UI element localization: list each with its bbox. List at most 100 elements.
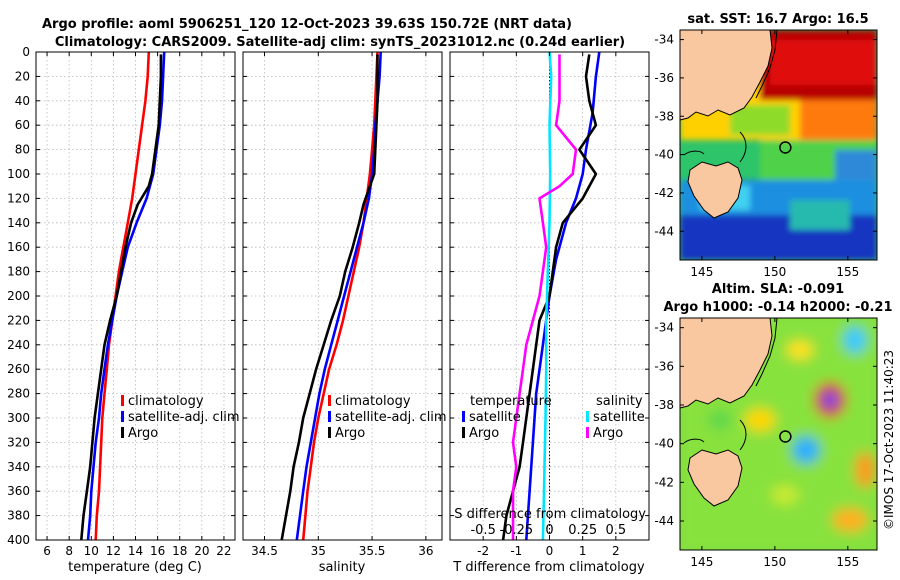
diff-legend-t-satellite-swatch bbox=[462, 411, 465, 422]
sal-legend-satellite_adj-label: satellite-adj. clim bbox=[335, 410, 447, 425]
temp-xtick-label: 12 bbox=[106, 544, 121, 558]
diff-series-s-satellite bbox=[541, 52, 553, 540]
sla-map-frame bbox=[679, 317, 878, 551]
sal-xtick-label: 35.5 bbox=[359, 544, 386, 558]
sst-lat-label: -42 bbox=[654, 186, 674, 200]
sst-lat-label: -44 bbox=[654, 224, 674, 238]
diff-xtick-label: -1 bbox=[510, 544, 522, 558]
temp-legend-climatology-label: climatology bbox=[128, 394, 204, 409]
temp-xtick-label: 14 bbox=[128, 544, 143, 558]
figure-title-line2: Climatology: CARS2009. Satellite-adj cli… bbox=[55, 35, 625, 50]
sla-lat-label: -36 bbox=[654, 359, 674, 373]
diff-legend-s-satellite-swatch bbox=[586, 411, 589, 422]
diff-legend-temperature-title: temperature bbox=[470, 394, 552, 409]
sst-map-ticks: 145 150 155 -34 -36 -38 -40 -42 -44 bbox=[654, 30, 877, 279]
sla-lat-label: -34 bbox=[654, 321, 674, 335]
sla-lon-label: 145 bbox=[690, 555, 713, 569]
sal-series-argo bbox=[280, 54, 379, 540]
diff-xtick-label: 2 bbox=[612, 544, 620, 558]
sal-series-group bbox=[280, 52, 382, 540]
sla-map bbox=[680, 318, 877, 550]
diff-legend-t-argo-swatch bbox=[462, 427, 465, 438]
figure-title-line1: Argo profile: aoml 5906251_120 12-Oct-20… bbox=[42, 17, 572, 32]
temperature-xlabel: temperature (deg C) bbox=[68, 560, 202, 575]
sal-legend-climatology-swatch bbox=[328, 395, 331, 406]
diff-salinity-tick-label: -0.25 bbox=[500, 523, 534, 538]
sla-lon-label: 150 bbox=[763, 555, 786, 569]
depth-tick-label: 180 bbox=[7, 265, 30, 279]
diff-salinity-tick-label: -0.5 bbox=[470, 523, 495, 538]
temp-legend-satellite_adj-swatch bbox=[121, 411, 124, 422]
sst-lat-label: -40 bbox=[654, 148, 674, 162]
temp-xtick-label: 8 bbox=[65, 544, 73, 558]
temp-legend-satellite_adj-label: satellite-adj. clim bbox=[128, 410, 240, 425]
temp-legend-climatology-swatch bbox=[121, 395, 124, 406]
sla-argo-location-marker bbox=[779, 430, 792, 443]
sla-lat-label: -42 bbox=[654, 475, 674, 489]
temp-legend-argo-swatch bbox=[121, 427, 124, 438]
depth-tick-label: 140 bbox=[7, 216, 30, 230]
sla-map-ticks: 145 150 155 -34 -36 -38 -40 -42 -44 bbox=[654, 318, 877, 569]
temp-xtick-label: 18 bbox=[172, 544, 187, 558]
depth-tick-label: 120 bbox=[7, 191, 30, 205]
sla-lat-label: -44 bbox=[654, 514, 674, 528]
depth-tick-label: 320 bbox=[7, 435, 30, 449]
depth-tick-label: 100 bbox=[7, 167, 30, 181]
depth-tick-label: 160 bbox=[7, 240, 30, 254]
diff-legend-t-satellite-label: satellite bbox=[469, 410, 521, 425]
temp-xtick-label: 6 bbox=[43, 544, 51, 558]
diff-legend-t-argo-label: Argo bbox=[469, 426, 499, 441]
difference-xlabel: T difference from climatology bbox=[452, 560, 645, 575]
diff-secondary-xlabel: S difference from climatology bbox=[454, 507, 646, 522]
difference-profile-panel: -2 -1 0 1 2temperaturesatelliteArgosalinitys… bbox=[449, 51, 650, 558]
depth-tick-label: 240 bbox=[7, 338, 30, 352]
sal-xtick-label: 36 bbox=[418, 544, 433, 558]
sla-map-title-line1: Altim. SLA: -0.091 bbox=[712, 282, 844, 297]
salinity-xlabel: salinity bbox=[319, 560, 366, 575]
temp-xtick-label: 10 bbox=[84, 544, 99, 558]
sla-map-title-line2: Argo h1000: -0.14 h2000: -0.21 bbox=[663, 300, 892, 315]
depth-tick-label: 380 bbox=[7, 509, 30, 523]
sst-lat-label: -38 bbox=[654, 109, 674, 123]
depth-tick-label: 360 bbox=[7, 484, 30, 498]
sal-legend-argo-label: Argo bbox=[335, 426, 365, 441]
depth-tick-label: 60 bbox=[15, 118, 30, 132]
sal-series-climatology bbox=[301, 52, 379, 540]
sla-lat-label: -40 bbox=[654, 437, 674, 451]
diff-salinity-tick-label: 0.5 bbox=[605, 523, 626, 538]
sal-xtick-label: 35 bbox=[311, 544, 326, 558]
sst-map-frame bbox=[679, 29, 878, 261]
sla-lon-label: 155 bbox=[836, 555, 859, 569]
temp-xtick-label: 20 bbox=[194, 544, 209, 558]
sal-legend-climatology-label: climatology bbox=[335, 394, 411, 409]
temp-legend-argo-label: Argo bbox=[128, 426, 158, 441]
depth-tick-label: 340 bbox=[7, 460, 30, 474]
diff-series-t-satellite bbox=[525, 52, 601, 540]
sst-map bbox=[680, 30, 877, 260]
diff-xtick-label: -2 bbox=[477, 544, 489, 558]
diff-series-s-argo bbox=[511, 54, 578, 540]
temp-xtick-label: 22 bbox=[216, 544, 231, 558]
diff-legend-salinity-title: salinity bbox=[596, 394, 643, 409]
sal-legend-satellite_adj-swatch bbox=[328, 411, 331, 422]
diff-series-group bbox=[501, 52, 601, 540]
depth-tick-label: 220 bbox=[7, 313, 30, 327]
sst-lon-label: 150 bbox=[763, 265, 786, 279]
diff-legend-s-argo-swatch bbox=[586, 427, 589, 438]
sla-lat-label: -38 bbox=[654, 398, 674, 412]
diff-legend-s-argo-label: Argo bbox=[593, 426, 623, 441]
diff-legend-s-satellite-label: satellite bbox=[593, 410, 645, 425]
diff-xtick-label: 0 bbox=[546, 544, 554, 558]
diff-xtick-label: 1 bbox=[579, 544, 587, 558]
depth-tick-label: 400 bbox=[7, 533, 30, 547]
temp-xtick-label: 16 bbox=[150, 544, 165, 558]
depth-tick-label: 200 bbox=[7, 289, 30, 303]
depth-tick-label: 80 bbox=[15, 143, 30, 157]
sst-map-title: sat. SST: 16.7 Argo: 16.5 bbox=[687, 12, 868, 27]
sst-lon-label: 155 bbox=[836, 265, 859, 279]
diff-salinity-tick-label: 0.25 bbox=[568, 523, 597, 538]
depth-tick-label: 300 bbox=[7, 411, 30, 425]
sst-lat-label: -36 bbox=[654, 71, 674, 85]
